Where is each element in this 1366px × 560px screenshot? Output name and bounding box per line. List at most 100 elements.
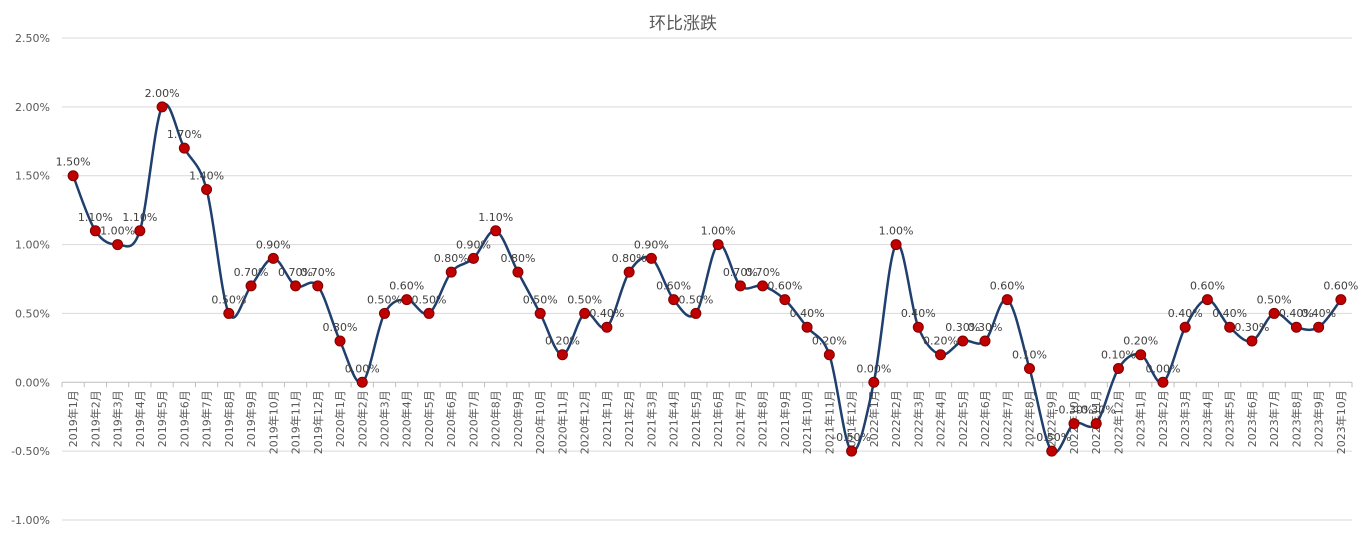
data-label: 1.10%: [78, 211, 113, 224]
data-point[interactable]: [334, 335, 346, 347]
x-tick-label: 2021年11月: [822, 390, 836, 454]
data-label: 0.30%: [323, 321, 358, 334]
data-point[interactable]: [1290, 321, 1302, 333]
data-label: 0.60%: [1190, 280, 1225, 293]
data-point[interactable]: [1246, 335, 1258, 347]
data-point[interactable]: [290, 280, 302, 292]
data-point[interactable]: [267, 252, 279, 264]
data-label: 0.60%: [1323, 280, 1358, 293]
data-point[interactable]: [312, 280, 324, 292]
data-point[interactable]: [379, 307, 390, 319]
x-tick-label: 2020年8月: [489, 390, 503, 447]
data-point[interactable]: [490, 225, 502, 237]
data-point[interactable]: [979, 335, 991, 347]
x-tick-label: 2021年9月: [778, 390, 792, 447]
data-point[interactable]: [1112, 363, 1124, 375]
data-label: 0.50%: [211, 293, 246, 306]
data-point[interactable]: [801, 321, 813, 333]
data-point[interactable]: [668, 294, 680, 306]
data-point[interactable]: [134, 225, 146, 237]
data-point[interactable]: [1135, 349, 1147, 361]
data-point[interactable]: [178, 142, 190, 154]
data-label: 0.60%: [656, 280, 691, 293]
x-tick-label: 2019年12月: [311, 390, 325, 454]
data-point[interactable]: [245, 280, 257, 292]
data-point[interactable]: [89, 225, 101, 237]
x-tick-label: 2020年6月: [444, 390, 458, 447]
data-label: 0.90%: [634, 238, 669, 251]
data-label: 0.40%: [790, 307, 825, 320]
data-point[interactable]: [779, 294, 791, 306]
data-label: 0.40%: [1279, 307, 1314, 320]
data-point[interactable]: [112, 239, 124, 251]
data-point[interactable]: [401, 294, 413, 306]
x-tick-label: 2019年3月: [111, 390, 125, 447]
data-point[interactable]: [868, 376, 880, 388]
data-label: 1.10%: [478, 211, 513, 224]
data-point[interactable]: [579, 307, 591, 319]
y-tick-label: -1.00%: [11, 514, 50, 527]
data-point[interactable]: [623, 266, 635, 278]
data-label: 0.80%: [434, 252, 469, 265]
data-point[interactable]: [512, 266, 524, 278]
data-point[interactable]: [223, 307, 235, 319]
data-point[interactable]: [890, 239, 902, 251]
x-tick-label: 2021年4月: [667, 390, 681, 447]
data-point[interactable]: [1268, 307, 1280, 319]
data-point[interactable]: [1090, 418, 1102, 430]
data-point[interactable]: [601, 321, 613, 333]
data-point[interactable]: [935, 349, 947, 361]
data-point[interactable]: [67, 170, 79, 182]
data-point[interactable]: [1224, 321, 1236, 333]
x-tick-label: 2019年1月: [66, 390, 80, 447]
data-point[interactable]: [1001, 294, 1013, 306]
data-point[interactable]: [556, 349, 568, 361]
y-tick-label: 2.00%: [15, 101, 50, 114]
data-point[interactable]: [445, 266, 457, 278]
data-point[interactable]: [957, 335, 969, 347]
data-point[interactable]: [1179, 321, 1191, 333]
data-point[interactable]: [534, 307, 546, 319]
x-tick-label: 2022年9月: [1045, 390, 1059, 447]
data-point[interactable]: [712, 239, 724, 251]
data-label: 0.60%: [389, 280, 424, 293]
data-label: 0.60%: [990, 280, 1025, 293]
data-point[interactable]: [757, 280, 769, 292]
x-tick-label: 2019年8月: [222, 390, 236, 447]
x-tick-label: 2022年6月: [978, 390, 992, 447]
data-point[interactable]: [1313, 321, 1325, 333]
data-point[interactable]: [1157, 376, 1169, 388]
data-point[interactable]: [690, 307, 702, 319]
x-tick-label: 2023年2月: [1156, 390, 1170, 447]
data-point[interactable]: [201, 183, 213, 195]
data-point[interactable]: [1068, 418, 1080, 430]
data-point[interactable]: [156, 101, 168, 113]
data-label: 0.20%: [923, 335, 958, 348]
data-label: 0.10%: [1012, 349, 1047, 362]
data-point[interactable]: [356, 376, 368, 388]
data-point[interactable]: [1024, 363, 1035, 375]
data-label: 0.20%: [545, 335, 580, 348]
data-label: 0.20%: [812, 335, 847, 348]
chart-title: 环比涨跌: [649, 14, 717, 34]
data-point[interactable]: [846, 445, 858, 457]
x-tick-label: 2020年11月: [555, 390, 569, 454]
data-label: 2.00%: [145, 87, 180, 100]
data-point[interactable]: [1046, 445, 1058, 457]
data-point[interactable]: [912, 321, 924, 333]
data-label: 0.50%: [678, 293, 713, 306]
data-point[interactable]: [1201, 294, 1213, 306]
data-labels: 1.50%1.10%1.00%1.10%2.00%1.70%1.40%0.50%…: [56, 87, 1359, 444]
x-tick-label: 2022年12月: [1111, 390, 1125, 454]
data-label: 0.90%: [456, 238, 491, 251]
data-point[interactable]: [423, 307, 435, 319]
data-point[interactable]: [1335, 294, 1347, 306]
x-tick-label: 2020年1月: [333, 390, 347, 447]
data-point[interactable]: [823, 349, 835, 361]
x-tick-label: 2023年6月: [1245, 390, 1259, 447]
data-label: 0.00%: [856, 362, 891, 375]
data-point[interactable]: [734, 280, 746, 292]
data-point[interactable]: [645, 252, 657, 264]
data-point[interactable]: [467, 252, 479, 264]
x-tick-label: 2022年5月: [956, 390, 970, 447]
